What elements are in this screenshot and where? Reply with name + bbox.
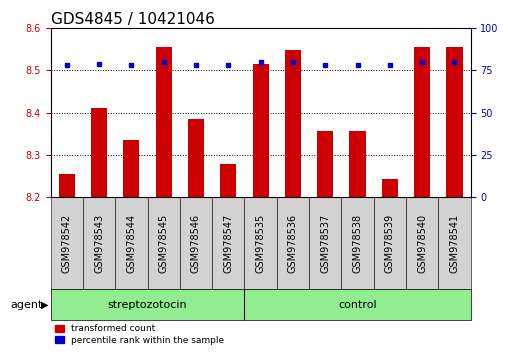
Bar <box>244 197 276 290</box>
Bar <box>284 50 300 197</box>
Text: GSM978537: GSM978537 <box>320 213 330 273</box>
Text: GSM978545: GSM978545 <box>159 213 168 273</box>
Bar <box>123 140 139 197</box>
Text: GSM978544: GSM978544 <box>126 213 136 273</box>
Text: GSM978546: GSM978546 <box>190 213 200 273</box>
Legend: transformed count, percentile rank within the sample: transformed count, percentile rank withi… <box>55 324 224 345</box>
Bar <box>341 197 373 290</box>
Bar <box>349 131 365 197</box>
Bar <box>252 64 268 197</box>
Text: GSM978540: GSM978540 <box>416 213 426 273</box>
Text: control: control <box>337 299 376 310</box>
Bar <box>309 197 341 290</box>
Text: GSM978536: GSM978536 <box>287 213 297 273</box>
Bar <box>317 131 333 197</box>
Text: ▶: ▶ <box>40 299 48 310</box>
Bar <box>156 47 171 197</box>
Text: GSM978541: GSM978541 <box>448 213 459 273</box>
Bar <box>437 197 470 290</box>
Bar <box>83 197 115 290</box>
Bar <box>50 290 244 320</box>
Bar <box>220 164 236 197</box>
Bar <box>115 197 147 290</box>
Bar <box>147 197 179 290</box>
Bar <box>91 108 107 197</box>
Bar <box>187 119 204 197</box>
Text: GDS4845 / 10421046: GDS4845 / 10421046 <box>50 12 214 27</box>
Bar <box>405 197 437 290</box>
Bar <box>413 47 429 197</box>
Text: GSM978539: GSM978539 <box>384 213 394 273</box>
Bar <box>179 197 212 290</box>
Bar <box>50 197 83 290</box>
Text: agent: agent <box>10 299 42 310</box>
Text: GSM978543: GSM978543 <box>94 213 104 273</box>
Bar <box>59 173 75 197</box>
Bar <box>373 197 405 290</box>
Bar <box>381 179 397 197</box>
Bar <box>244 290 470 320</box>
Bar <box>276 197 309 290</box>
Bar <box>445 47 462 197</box>
Text: GSM978535: GSM978535 <box>255 213 265 273</box>
Text: GSM978538: GSM978538 <box>352 213 362 273</box>
Text: GSM978547: GSM978547 <box>223 213 233 273</box>
Text: streptozotocin: streptozotocin <box>108 299 187 310</box>
Text: GSM978542: GSM978542 <box>62 213 72 273</box>
Bar <box>212 197 244 290</box>
